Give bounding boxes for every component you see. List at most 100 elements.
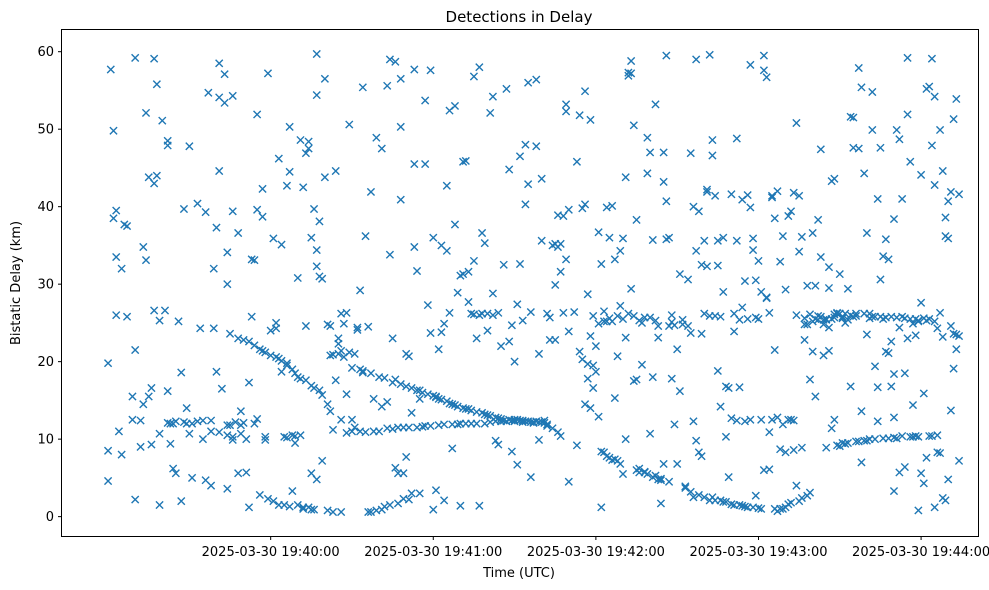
data-point [754,314,763,324]
data-point [309,505,319,514]
data-point [830,174,839,183]
data-point [171,417,180,426]
data-point [467,406,476,415]
data-point [556,267,565,276]
data-point [434,394,443,403]
data-point [800,320,809,329]
data-point [846,112,855,121]
data-point [824,263,834,272]
y-tick-label: 50 [37,123,54,138]
data-point [440,319,449,328]
data-point [537,174,546,183]
data-point [827,424,836,433]
data-point [361,232,370,241]
data-point [494,440,503,449]
data-point [204,88,213,97]
data-point [919,479,928,488]
data-point [873,417,882,426]
data-point [786,415,796,424]
data-point [903,53,912,62]
data-point [339,319,348,328]
data-point [797,493,806,503]
data-point [263,69,273,78]
data-point [748,234,758,243]
data-point [239,335,248,345]
data-point [949,329,958,338]
data-point [911,431,920,441]
data-point [410,65,419,74]
data-point [786,207,796,216]
data-point [914,317,923,326]
data-point [166,419,175,428]
data-point [483,326,492,335]
data-point [900,462,909,472]
data-point [242,435,251,444]
data-point [692,246,701,255]
y-axis-ticks: 0 10 20 30 40 50 60 [37,45,62,525]
data-point [754,256,763,266]
data-point [383,397,392,407]
data-point [206,481,216,490]
data-point [651,100,660,109]
data-point [697,329,706,338]
data-point [675,269,684,279]
data-point [480,238,489,248]
data-point [345,348,354,357]
x-axis-label: Time (UTC) [482,566,555,581]
data-point [299,183,308,192]
data-point [461,156,470,166]
data-point [304,137,313,146]
data-point [507,447,516,456]
data-point [220,98,229,107]
data-point [824,283,834,293]
data-point [217,384,226,393]
data-point [811,392,820,401]
data-point [407,489,416,498]
data-point [236,407,245,416]
data-point [624,309,633,318]
data-point [740,276,750,286]
data-point [589,311,598,321]
data-point [884,349,893,358]
data-point [670,321,679,330]
data-point [326,407,335,416]
data-point [196,324,205,333]
data-point [580,87,590,96]
data-point [792,311,801,320]
data-point [586,331,595,341]
data-point [686,487,695,496]
data-point [843,438,853,448]
scatter-marks [103,49,964,517]
data-point [112,311,121,320]
data-point [949,364,958,373]
data-point [824,346,834,355]
data-point [673,345,682,354]
data-point [667,311,676,320]
data-point [659,177,668,186]
data-point [117,264,126,273]
data-point [312,475,321,484]
data-point [613,311,622,321]
data-point [337,507,346,517]
data-point [754,504,763,513]
data-point [673,459,682,469]
data-point [458,157,468,166]
data-point [421,96,430,105]
data-point [366,187,376,197]
data-point [670,420,679,429]
data-point [429,233,438,242]
data-point [583,290,592,299]
y-tick-label: 20 [37,355,54,370]
data-point [743,314,752,324]
data-point [738,303,747,312]
data-point [234,334,243,343]
data-point [258,212,267,221]
data-point [659,459,668,469]
data-point [757,415,766,424]
data-point [193,199,202,208]
data-point [472,334,481,343]
data-point [851,309,861,318]
data-point [954,190,964,199]
data-point [293,273,302,283]
data-point [258,184,267,193]
